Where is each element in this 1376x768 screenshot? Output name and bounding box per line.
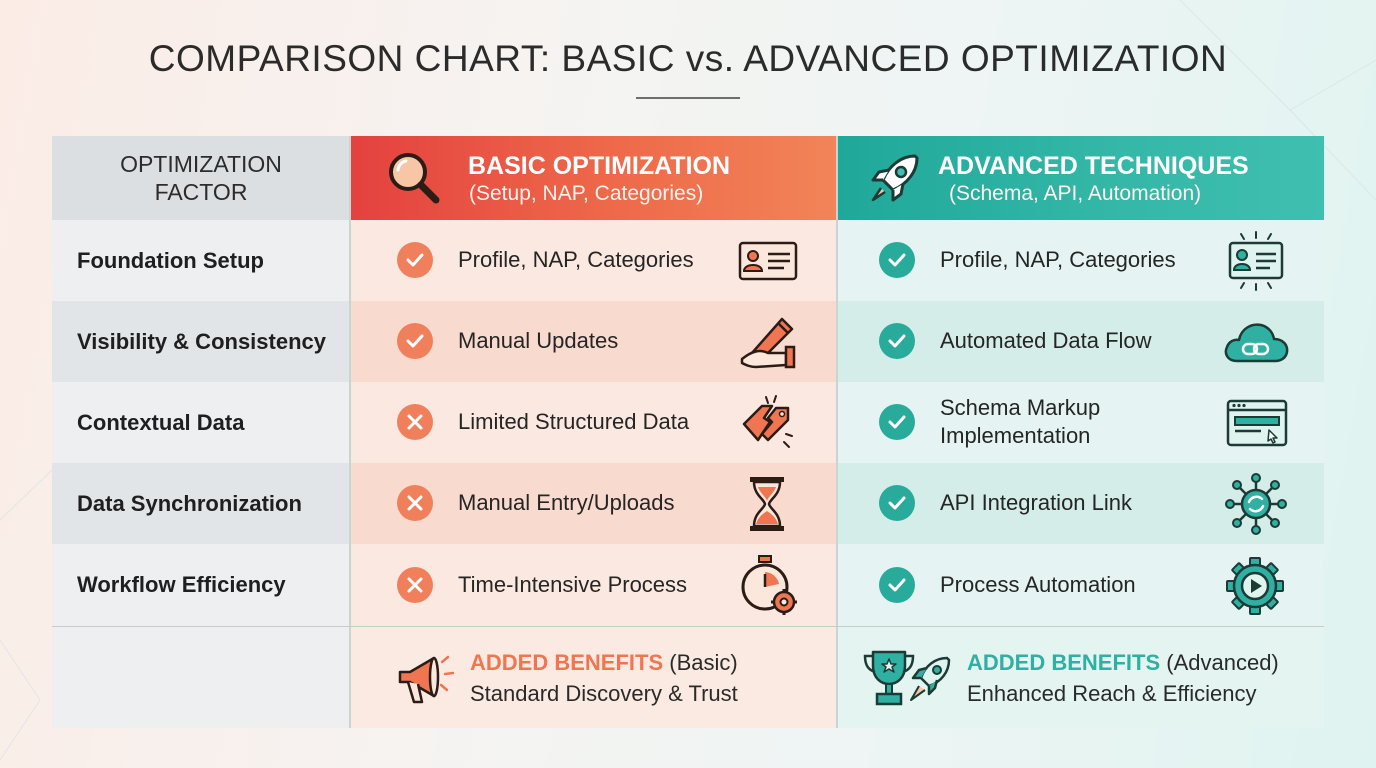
rocket-icon xyxy=(871,154,919,202)
row-label-data-synchronization: Data Synchronization xyxy=(52,463,350,544)
id-card-icon xyxy=(738,241,798,281)
basic-cell-foundation-setup: Profile, NAP, Categories xyxy=(350,220,837,301)
row-label-workflow-efficiency: Workflow Efficiency xyxy=(52,544,350,626)
advanced-cell-workflow-efficiency: Process Automation xyxy=(837,544,1324,626)
basic-benefits-highlight: ADDED BENEFITS xyxy=(470,650,664,675)
row-label-visibility-consistency: Visibility & Consistency xyxy=(52,301,350,382)
advanced-benefits-text: Enhanced Reach & Efficiency xyxy=(967,681,1257,706)
basic-benefits-label: (Basic) xyxy=(669,650,738,675)
advanced-benefits-highlight: ADDED BENEFITS xyxy=(967,650,1161,675)
id-card-glow-icon xyxy=(1228,231,1284,291)
cloud-link-icon xyxy=(1224,323,1289,363)
advanced-cell-text: Automated Data Flow xyxy=(940,328,1152,353)
basic-cell-text: Time-Intensive Process xyxy=(458,572,688,597)
advanced-cell-visibility-consistency: Automated Data Flow xyxy=(837,301,1324,382)
broken-tag-icon xyxy=(742,395,793,448)
magnifier-icon xyxy=(389,153,440,204)
basic-cell-workflow-efficiency: Time-Intensive Process xyxy=(350,544,837,626)
header-basic: BASIC OPTIMIZATION (Setup, NAP, Categori… xyxy=(350,136,837,220)
advanced-benefits-cell: ADDED BENEFITS (Advanced) Enhanced Reach… xyxy=(837,626,1324,728)
network-sync-icon xyxy=(1225,473,1287,535)
advanced-cell-text: Profile, NAP, Categories xyxy=(940,247,1176,272)
check-icon xyxy=(397,242,433,278)
advanced-cell-foundation-setup: Profile, NAP, Categories xyxy=(837,220,1324,301)
basic-benefits-title: ADDED BENEFITS (Basic) xyxy=(470,650,738,676)
basic-cell-text: Manual Entry/Uploads xyxy=(458,490,675,515)
basic-benefits-cell: ADDED BENEFITS (Basic) Standard Discover… xyxy=(350,626,837,728)
header-advanced-subtitle: (Schema, API, Automation) xyxy=(949,182,1202,205)
advanced-benefits-label: (Advanced) xyxy=(1166,650,1279,675)
advanced-cell-contextual-data: Schema Markup Implementation xyxy=(837,382,1324,463)
comparison-table: OPTIMIZATION FACTOR BASIC OPTIMIZATION (… xyxy=(52,136,1324,728)
header-basic-title: BASIC OPTIMIZATION xyxy=(468,152,731,180)
cross-icon xyxy=(397,404,433,440)
footer-divider xyxy=(52,626,1324,627)
footer-empty-cell xyxy=(52,626,350,728)
hourglass-icon xyxy=(750,477,784,531)
title-underline xyxy=(636,97,740,99)
page-title: COMPARISON CHART: BASIC vs. ADVANCED OPT… xyxy=(148,38,1228,79)
column-divider xyxy=(836,136,838,728)
header-factor: OPTIMIZATION FACTOR xyxy=(52,136,350,220)
browser-code-icon xyxy=(1226,399,1288,447)
stopwatch-gear-icon xyxy=(741,555,797,615)
basic-cell-visibility-consistency: Manual Updates xyxy=(350,301,837,382)
check-icon xyxy=(879,404,915,440)
basic-benefits-text: Standard Discovery & Trust xyxy=(470,681,738,706)
cross-icon xyxy=(397,485,433,521)
advanced-cell-text: API Integration Link xyxy=(940,490,1133,515)
row-label-foundation-setup: Foundation Setup xyxy=(52,220,350,301)
basic-cell-text: Profile, NAP, Categories xyxy=(458,247,694,272)
check-icon xyxy=(397,323,433,359)
header-basic-subtitle: (Setup, NAP, Categories) xyxy=(469,182,704,205)
check-icon xyxy=(879,485,915,521)
cross-icon xyxy=(397,567,433,603)
basic-cell-contextual-data: Limited Structured Data xyxy=(350,382,837,463)
gear-play-icon xyxy=(1226,557,1284,615)
basic-cell-text: Limited Structured Data xyxy=(458,409,690,434)
trophy-rocket-icon xyxy=(863,650,951,706)
advanced-cell-data-synchronization: API Integration Link xyxy=(837,463,1324,544)
advanced-benefits-title: ADDED BENEFITS (Advanced) xyxy=(967,650,1279,676)
basic-cell-data-synchronization: Manual Entry/Uploads xyxy=(350,463,837,544)
check-icon xyxy=(879,323,915,359)
pen-hand-icon xyxy=(740,317,796,369)
check-icon xyxy=(879,242,915,278)
basic-cell-text: Manual Updates xyxy=(458,328,619,353)
column-divider xyxy=(349,136,351,728)
header-advanced-title: ADVANCED TECHNIQUES xyxy=(938,152,1249,180)
advanced-cell-text: Schema Markup Implementation xyxy=(940,395,1101,448)
megaphone-icon xyxy=(398,655,455,704)
advanced-cell-text: Process Automation xyxy=(940,572,1136,597)
check-icon xyxy=(879,567,915,603)
header-advanced: ADVANCED TECHNIQUES (Schema, API, Automa… xyxy=(837,136,1324,220)
header-factor-label: OPTIMIZATION FACTOR xyxy=(120,151,282,205)
row-label-contextual-data: Contextual Data xyxy=(52,382,350,463)
